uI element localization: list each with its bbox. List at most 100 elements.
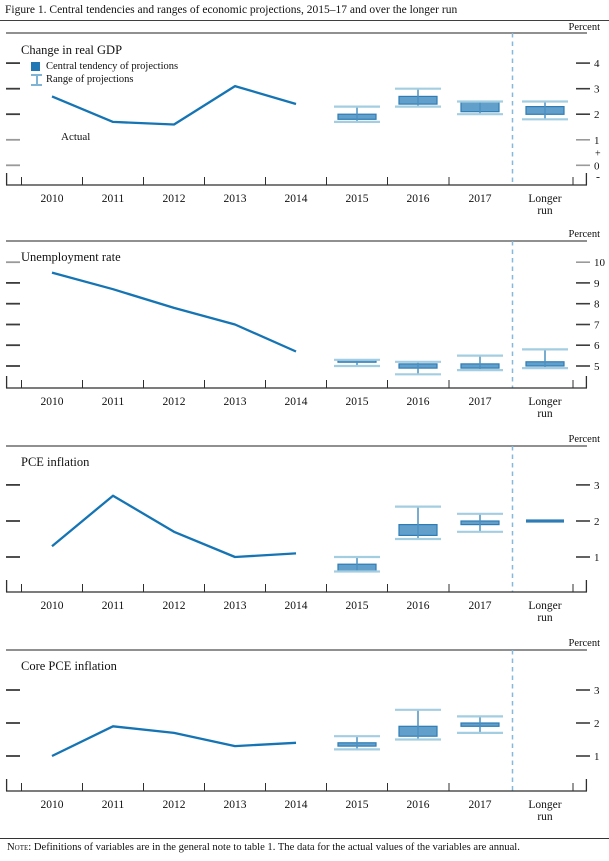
gdp-chart: 4 3 2 1 0+ - 2010 2011 2012 2013 2014 2015 2016 2017 L…	[5, 32, 601, 217]
svg-text:6: 6	[594, 340, 600, 352]
central-tendency-swatch-icon	[31, 62, 40, 71]
svg-text:2: 2	[594, 109, 600, 121]
legend-label: Range of projections	[46, 74, 134, 85]
note-text: Definitions of variables are in the gene…	[33, 842, 520, 853]
svg-text:10: 10	[594, 257, 606, 269]
svg-text:7: 7	[594, 320, 600, 332]
svg-text:2016: 2016	[407, 193, 430, 205]
svg-text:2010: 2010	[41, 396, 64, 408]
svg-text:1: 1	[594, 135, 600, 147]
x-axis: 2010 2011 2012 2013 2014 2015 2016 2017 Longerru…	[5, 779, 588, 823]
svg-text:2016: 2016	[407, 396, 430, 408]
svg-text:run: run	[537, 408, 553, 420]
axis-unit-label: Percent	[568, 22, 601, 33]
projections	[334, 348, 568, 376]
projections	[334, 505, 564, 573]
unemployment-chart: 10 9 8 7 6 5 2010 2011 2012 2013 2014 2015 2016 2017 L…	[5, 240, 606, 420]
page-title: Figure 1. Central tendencies and ranges …	[5, 4, 458, 16]
svg-text:2012: 2012	[163, 193, 186, 205]
svg-text:2: 2	[594, 516, 600, 528]
svg-text:9: 9	[594, 278, 600, 290]
svg-text:3: 3	[594, 685, 600, 697]
svg-text:0: 0	[594, 160, 600, 172]
range-whisker-icon	[31, 73, 42, 86]
svg-text:3: 3	[594, 480, 600, 492]
axis-unit-label: Percent	[568, 638, 601, 649]
svg-text:2015: 2015	[346, 799, 369, 811]
svg-text:2015: 2015	[346, 193, 369, 205]
svg-text:2011: 2011	[102, 396, 125, 408]
legend-item-range: Range of projections	[31, 73, 178, 86]
svg-text:2013: 2013	[224, 193, 247, 205]
svg-text:2012: 2012	[163, 799, 186, 811]
svg-text:Longer: Longer	[528, 193, 561, 205]
svg-text:2010: 2010	[41, 799, 64, 811]
svg-text:Longer: Longer	[528, 600, 561, 612]
projections	[334, 708, 503, 751]
panel-title: Unemployment rate	[21, 250, 121, 264]
svg-text:2014: 2014	[285, 799, 308, 811]
note-rule	[0, 838, 609, 839]
note: Note: Definitions of variables are in th…	[7, 842, 607, 853]
svg-text:3: 3	[594, 84, 600, 96]
svg-text:5: 5	[594, 361, 600, 373]
core-pce-inflation-chart: 3 2 1 2010 2011 2012 2013 2014 2015 2016 2017 Longe…	[5, 649, 600, 823]
svg-text:8: 8	[594, 299, 600, 311]
svg-text:2010: 2010	[41, 193, 64, 205]
svg-text:2013: 2013	[224, 396, 247, 408]
svg-text:2017: 2017	[469, 193, 492, 205]
svg-text:run: run	[537, 811, 553, 823]
legend: Central tendency of projections Range of…	[31, 60, 178, 86]
svg-text:2014: 2014	[285, 600, 308, 612]
legend-item-central-tendency: Central tendency of projections	[31, 60, 178, 73]
svg-text:2015: 2015	[346, 600, 369, 612]
svg-text:2012: 2012	[163, 396, 186, 408]
y-axis: 10 9 8 7 6 5	[6, 240, 606, 373]
title-rule	[0, 20, 609, 21]
svg-text:2014: 2014	[285, 396, 308, 408]
longer-run-point	[526, 519, 564, 523]
y-axis: 4 3 2 1 0+ -	[6, 32, 601, 183]
svg-text:2: 2	[594, 718, 600, 730]
actual-line	[51, 494, 297, 559]
svg-text:2013: 2013	[224, 799, 247, 811]
svg-text:2010: 2010	[41, 600, 64, 612]
panel-core-pce-inflation: Percent 3 2 1 2010 2011 2012 2013 2014 2015 2016 2…	[0, 638, 609, 838]
svg-text:Longer: Longer	[528, 396, 561, 408]
svg-text:+: +	[595, 148, 601, 159]
svg-text:2015: 2015	[346, 396, 369, 408]
y-axis: 3 2 1	[6, 445, 600, 564]
svg-text:2011: 2011	[102, 799, 125, 811]
svg-text:run: run	[537, 612, 553, 624]
note-label: Note:	[7, 842, 32, 853]
svg-text:1: 1	[594, 552, 600, 564]
actual-line	[51, 84, 297, 126]
svg-text:2011: 2011	[102, 193, 125, 205]
svg-text:2011: 2011	[102, 600, 125, 612]
svg-text:Longer: Longer	[528, 799, 561, 811]
y-axis: 3 2 1	[6, 649, 600, 763]
svg-text:2012: 2012	[163, 600, 186, 612]
panel-gdp: Percent 4 3 2 1 0 + - 2010 2011 2012 2013 2014 2015 2…	[0, 22, 609, 234]
svg-text:2014: 2014	[285, 193, 308, 205]
panel-title: Change in real GDP	[21, 43, 123, 57]
svg-text:-: -	[596, 169, 600, 183]
panel-pce-inflation: Percent 3 2 1 2010 2011 2012 2013 2014 2015 2016 2…	[0, 434, 609, 638]
svg-text:2017: 2017	[469, 799, 492, 811]
legend-label: Central tendency of projections	[46, 61, 179, 72]
actual-label: Actual	[61, 131, 91, 143]
panel-title: PCE inflation	[21, 455, 90, 469]
svg-text:2016: 2016	[407, 799, 430, 811]
x-axis: 2010 2011 2012 2013 2014 2015 2016 2017 Longerru…	[5, 376, 588, 420]
svg-text:1: 1	[594, 751, 600, 763]
panel-title: Core PCE inflation	[21, 659, 117, 673]
actual-line	[51, 271, 297, 353]
x-axis: 2010 2011 2012 2013 2014 2015 2016 2017 Longerru…	[5, 580, 588, 624]
svg-text:4: 4	[594, 58, 600, 70]
svg-text:run: run	[537, 205, 553, 217]
svg-text:2017: 2017	[469, 396, 492, 408]
pce-inflation-chart: 3 2 1 2010 2011 2012 2013 2014 2015 2016 2017 Longe…	[5, 445, 600, 624]
projections	[334, 87, 568, 124]
axis-unit-label: Percent	[568, 229, 601, 240]
